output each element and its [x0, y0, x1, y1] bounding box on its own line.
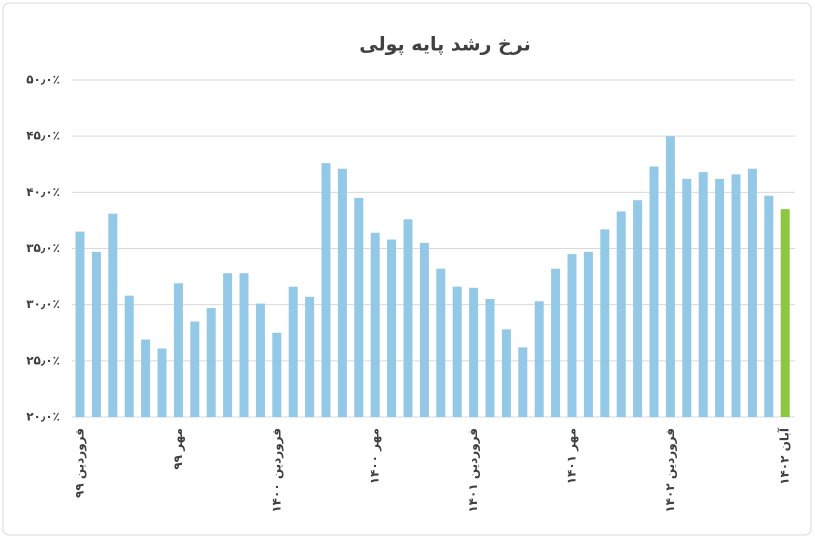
x-tick-label: فروردین ۱۴۰۱ [466, 428, 481, 513]
bar [649, 166, 659, 417]
bar [370, 232, 380, 417]
y-tick-label: ۴۵٫۰٪ [26, 129, 60, 143]
x-tick-label: آبان ۱۴۰۲ [777, 427, 792, 485]
y-tick-label: ۳۵٫۰٪ [26, 241, 60, 255]
x-tick-label: فروردین ۱۴۰۲ [663, 428, 678, 513]
bar [321, 163, 331, 417]
bar [715, 178, 725, 417]
bar [551, 268, 561, 417]
bar [337, 168, 347, 417]
x-tick-label: فروردین ۹۹ [73, 428, 88, 498]
bar [501, 329, 511, 417]
bar [633, 200, 643, 417]
y-tick-label: ۲۵٫۰٪ [26, 353, 60, 367]
chart-title: نرخ رشد پایه پولی [359, 34, 530, 56]
bar [534, 301, 544, 417]
bar [682, 178, 692, 417]
bar [485, 299, 495, 417]
bar [567, 254, 577, 417]
x-tick-label: فروردین ۱۴۰۰ [269, 428, 284, 513]
bar [75, 231, 85, 417]
bar [239, 273, 249, 417]
y-tick-label: ۳۰٫۰٪ [26, 297, 60, 311]
bar [387, 239, 397, 417]
x-tick-label: مهر ۹۹ [171, 428, 185, 470]
bar [600, 229, 610, 417]
bar [223, 273, 233, 417]
bar [305, 296, 315, 417]
y-tick-label: ۵۰٫۰٪ [26, 73, 60, 87]
bar [469, 287, 479, 417]
bar [518, 347, 528, 417]
bar [419, 242, 429, 417]
bar [108, 213, 118, 417]
bar [452, 286, 462, 417]
bar [157, 348, 167, 417]
bar [173, 283, 183, 417]
y-tick-label: ۲۰٫۰٪ [26, 410, 60, 424]
bar [764, 195, 774, 417]
bar [91, 251, 101, 417]
bar [583, 251, 593, 417]
x-tick-label: مهر ۱۴۰۱ [565, 428, 579, 484]
bar [288, 286, 298, 417]
bar [141, 339, 151, 417]
bar [665, 136, 675, 417]
x-tick-label: مهر ۱۴۰۰ [368, 428, 382, 484]
bar [780, 209, 790, 417]
bar [124, 295, 134, 417]
bar [206, 308, 216, 417]
bar [747, 168, 757, 417]
bar [354, 197, 364, 417]
bar [255, 303, 265, 417]
bar [616, 211, 626, 417]
bar [731, 174, 741, 417]
bar [436, 268, 446, 417]
bar [698, 172, 708, 417]
bar [190, 321, 200, 417]
y-tick-label: ۴۰٫۰٪ [26, 185, 60, 199]
bar [272, 332, 282, 417]
bar [403, 219, 413, 417]
